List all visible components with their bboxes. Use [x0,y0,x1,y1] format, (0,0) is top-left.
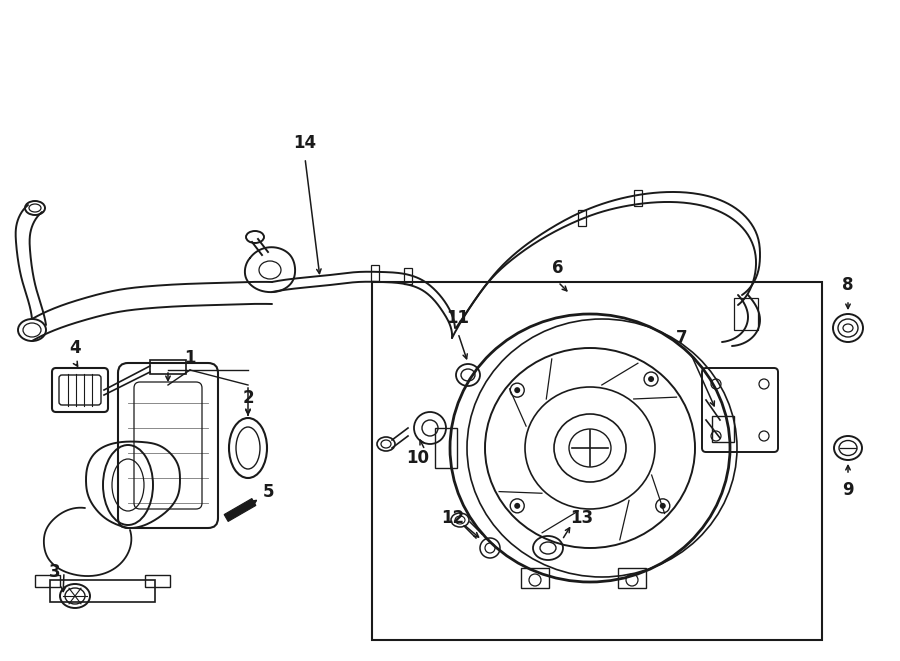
Text: 2: 2 [242,389,254,407]
Bar [145,575,170,587]
Text: 5: 5 [262,483,274,501]
Bar [404,268,412,284]
Bar [372,282,822,640]
Bar [150,360,186,374]
Text: 10: 10 [407,449,429,467]
Bar [634,190,642,206]
Text: 14: 14 [293,134,317,152]
Polygon shape [224,498,256,522]
Bar [618,568,646,588]
Text: 11: 11 [446,309,470,327]
Bar [734,298,758,330]
Text: 6: 6 [553,259,563,277]
Text: 13: 13 [571,509,594,527]
Bar [712,416,734,442]
Text: 12: 12 [441,509,464,527]
Bar [50,580,155,602]
Bar [35,575,60,587]
Circle shape [648,376,654,382]
Text: 8: 8 [842,276,854,294]
Circle shape [660,503,666,509]
Text: 4: 4 [69,339,81,357]
Bar [435,428,457,468]
Text: 9: 9 [842,481,854,499]
Circle shape [514,387,520,393]
Circle shape [514,503,520,509]
Bar [578,210,586,226]
Text: 7: 7 [676,329,688,347]
Bar [371,265,379,281]
Text: 3: 3 [50,563,61,581]
Bar [521,568,549,588]
Text: 1: 1 [184,349,196,367]
